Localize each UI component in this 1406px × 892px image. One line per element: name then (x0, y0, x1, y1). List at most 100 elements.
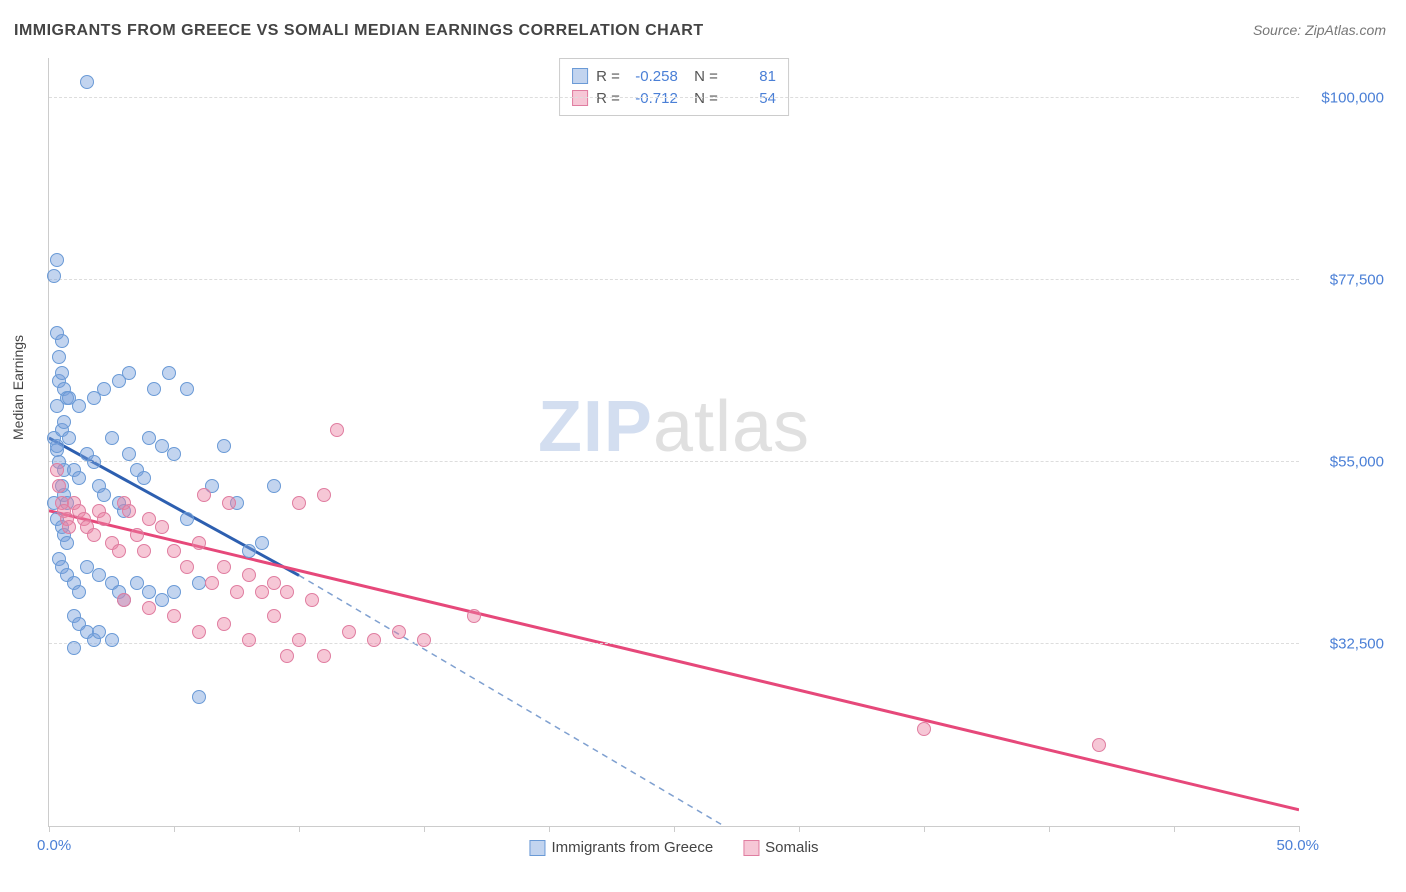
gridline (49, 643, 1299, 644)
data-point (255, 536, 269, 550)
r-label: R = (596, 68, 620, 85)
data-point (167, 447, 181, 461)
x-axis-max-label: 50.0% (1276, 837, 1319, 854)
swatch-greece (572, 68, 588, 84)
y-axis-label: Median Earnings (10, 335, 26, 440)
stats-row-greece: R = -0.258 N = 81 (572, 65, 776, 87)
data-point (367, 633, 381, 647)
data-point (230, 585, 244, 599)
stats-legend: R = -0.258 N = 81 R = -0.712 N = 54 (559, 58, 789, 116)
data-point (180, 382, 194, 396)
source-attribution: Source: ZipAtlas.com (1253, 22, 1386, 38)
y-tick-label: $100,000 (1304, 90, 1384, 107)
data-point (72, 585, 86, 599)
data-point (47, 269, 61, 283)
data-point (242, 568, 256, 582)
data-point (50, 326, 64, 340)
x-tick (49, 826, 50, 832)
data-point (130, 528, 144, 542)
data-point (137, 471, 151, 485)
data-point (217, 439, 231, 453)
data-point (137, 544, 151, 558)
legend-item-somali: Somalis (743, 839, 818, 856)
n-value-greece: 81 (726, 68, 776, 85)
data-point (392, 625, 406, 639)
data-point (122, 504, 136, 518)
data-point (117, 593, 131, 607)
data-point (112, 544, 126, 558)
data-point (317, 488, 331, 502)
data-point (192, 536, 206, 550)
data-point (155, 593, 169, 607)
series-legend: Immigrants from Greece Somalis (529, 839, 818, 856)
y-tick-label: $77,500 (1304, 272, 1384, 289)
data-point (242, 544, 256, 558)
data-point (52, 479, 66, 493)
x-tick (799, 826, 800, 832)
data-point (280, 585, 294, 599)
data-point (67, 641, 81, 655)
data-point (162, 366, 176, 380)
data-point (167, 585, 181, 599)
legend-swatch-somali (743, 840, 759, 856)
data-point (417, 633, 431, 647)
y-tick-label: $55,000 (1304, 454, 1384, 471)
data-point (217, 617, 231, 631)
data-point (197, 488, 211, 502)
data-point (167, 609, 181, 623)
data-point (305, 593, 319, 607)
data-point (55, 366, 69, 380)
data-point (122, 366, 136, 380)
data-point (50, 253, 64, 267)
data-point (242, 633, 256, 647)
data-point (80, 75, 94, 89)
data-point (317, 649, 331, 663)
data-point (180, 512, 194, 526)
x-tick (674, 826, 675, 832)
data-point (342, 625, 356, 639)
data-point (105, 633, 119, 647)
data-point (467, 609, 481, 623)
legend-label-greece: Immigrants from Greece (551, 839, 713, 856)
data-point (292, 496, 306, 510)
data-point (52, 350, 66, 364)
data-point (1092, 738, 1106, 752)
legend-label-somali: Somalis (765, 839, 818, 856)
data-point (192, 625, 206, 639)
x-tick (1049, 826, 1050, 832)
data-point (330, 423, 344, 437)
data-point (292, 633, 306, 647)
data-point (180, 560, 194, 574)
data-point (142, 601, 156, 615)
data-point (87, 528, 101, 542)
data-point (217, 560, 231, 574)
legend-swatch-greece (529, 840, 545, 856)
data-point (255, 585, 269, 599)
x-tick (174, 826, 175, 832)
data-point (917, 722, 931, 736)
data-point (97, 512, 111, 526)
gridline (49, 97, 1299, 98)
data-point (167, 544, 181, 558)
n-label: N = (686, 68, 718, 85)
data-point (72, 471, 86, 485)
watermark-zip: ZIP (538, 387, 653, 467)
x-tick (549, 826, 550, 832)
watermark-rest: atlas (653, 387, 810, 467)
data-point (62, 520, 76, 534)
scatter-plot: ZIPatlas R = -0.258 N = 81 R = -0.712 N … (48, 58, 1299, 827)
data-point (97, 382, 111, 396)
gridline (49, 461, 1299, 462)
data-point (280, 649, 294, 663)
x-tick (924, 826, 925, 832)
x-axis-min-label: 0.0% (37, 837, 71, 854)
legend-item-greece: Immigrants from Greece (529, 839, 713, 856)
watermark: ZIPatlas (538, 386, 810, 468)
data-point (147, 382, 161, 396)
x-tick (424, 826, 425, 832)
data-point (50, 439, 64, 453)
data-point (222, 496, 236, 510)
x-tick (299, 826, 300, 832)
data-point (122, 447, 136, 461)
chart-title: IMMIGRANTS FROM GREECE VS SOMALI MEDIAN … (14, 22, 704, 40)
